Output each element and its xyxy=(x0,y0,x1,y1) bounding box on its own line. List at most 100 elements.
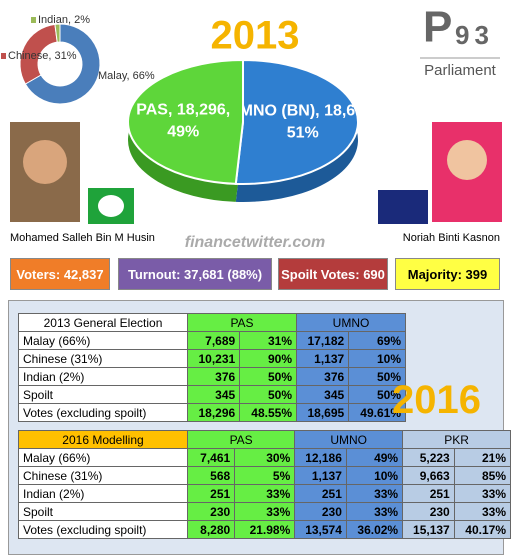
value-cell: 90% xyxy=(239,349,297,368)
value-cell: 33% xyxy=(234,484,296,503)
slice-label: PAS, 18,296, 49% xyxy=(136,102,230,141)
value-cell: 230 xyxy=(294,502,347,521)
value-cell: 376 xyxy=(295,367,350,386)
row-label: Malay (66%) xyxy=(18,448,188,467)
header-graphic: Malay, 66% Chinese, 31% Indian, 2% UMNO (B… xyxy=(1,3,502,251)
row-label: Indian (2%) xyxy=(18,367,188,386)
row-label: Chinese (31%) xyxy=(18,349,188,368)
stat-box: Turnout: 37,681 (88%) xyxy=(118,258,272,290)
value-cell: 10% xyxy=(345,466,404,485)
slice-label: Malay, 66% xyxy=(98,70,155,82)
row-label: Indian (2%) xyxy=(18,484,188,503)
value-cell: 251 xyxy=(294,484,347,503)
value-cell: 8,280 xyxy=(186,520,236,539)
value-cell: 18,296 xyxy=(186,403,241,422)
donut-slice xyxy=(24,23,101,105)
photo-face xyxy=(447,140,487,180)
row-label: Votes (excluding spoilt) xyxy=(18,403,188,422)
stat-box: Voters: 42,837 xyxy=(10,258,110,290)
slice-label: Indian, 2% xyxy=(38,14,90,26)
value-cell: 251 xyxy=(186,484,236,503)
value-cell: 21% xyxy=(453,448,511,467)
value-cell: 33% xyxy=(234,502,296,521)
header-cell: PAS xyxy=(187,313,297,332)
header-cell: PAS xyxy=(186,430,296,449)
value-cell: 18,695 xyxy=(295,403,350,422)
value-cell: 50% xyxy=(348,385,406,404)
value-cell: 1,137 xyxy=(294,466,347,485)
value-cell: 33% xyxy=(453,502,511,521)
value-cell: 31% xyxy=(239,331,297,350)
pie-slice xyxy=(127,58,244,185)
value-cell: 9,663 xyxy=(402,466,455,485)
header-cell: 2013 General Election xyxy=(18,313,188,332)
legend-swatch xyxy=(31,17,36,23)
watermark: financetwitter.com xyxy=(185,234,325,251)
chart-title: 2013 xyxy=(211,14,300,58)
row-label: Chinese (31%) xyxy=(18,466,188,485)
slice-label: Chinese, 31% xyxy=(8,50,77,62)
header-cell: PKR xyxy=(402,430,511,449)
value-cell: 5% xyxy=(234,466,296,485)
value-cell: 69% xyxy=(348,331,406,350)
candidate-name: Mohamed Salleh Bin M Husin xyxy=(10,232,155,244)
legend-swatch xyxy=(1,53,6,59)
value-cell: 36.02% xyxy=(345,520,404,539)
value-cell: 15,137 xyxy=(402,520,455,539)
photo-face xyxy=(23,140,67,184)
value-cell: 10% xyxy=(348,349,406,368)
header-cell: UMNO xyxy=(294,430,404,449)
value-cell: 568 xyxy=(186,466,236,485)
value-cell: 48.55% xyxy=(239,403,297,422)
value-cell: 50% xyxy=(239,367,297,386)
donut-chart: Malay, 66% Chinese, 31% Indian, 2% xyxy=(1,14,155,105)
header-cell: 2016 Modelling xyxy=(18,430,188,449)
candidate-name: Noriah Binti Kasnon xyxy=(403,232,500,244)
value-cell: 30% xyxy=(234,448,296,467)
legend-swatch xyxy=(91,73,96,79)
value-cell: 17,182 xyxy=(295,331,350,350)
value-cell: 40.17% xyxy=(453,520,511,539)
value-cell: 21.98% xyxy=(234,520,296,539)
value-cell: 345 xyxy=(295,385,350,404)
value-cell: 33% xyxy=(345,502,404,521)
value-cell: 7,689 xyxy=(186,331,241,350)
seat-number: 93 xyxy=(455,20,494,50)
stat-box: Spoilt Votes: 690 xyxy=(278,258,388,290)
value-cell: 10,231 xyxy=(186,349,241,368)
row-label: Malay (66%) xyxy=(18,331,188,350)
value-cell: 85% xyxy=(453,466,511,485)
value-cell: 1,137 xyxy=(295,349,350,368)
value-cell: 12,186 xyxy=(294,448,347,467)
pie-slice xyxy=(234,58,359,185)
seat-letter: P xyxy=(423,3,452,52)
slice-label: UMNO (BN), 18,695, 51% xyxy=(228,103,377,142)
value-cell: 7,461 xyxy=(186,448,236,467)
value-cell: 50% xyxy=(239,385,297,404)
party-flag xyxy=(378,190,428,224)
value-cell: 230 xyxy=(402,502,455,521)
value-cell: 345 xyxy=(186,385,241,404)
value-cell: 376 xyxy=(186,367,241,386)
year-label: 2016 xyxy=(392,378,481,422)
flag-emblem xyxy=(98,195,124,217)
table-2016: 2016 Modelling PAS UMNO PKR Malay (66%) 7,461… xyxy=(18,430,511,539)
table-2013: 2013 General Election PAS UMNO Malay (66%) 7… xyxy=(18,313,406,422)
value-cell: 33% xyxy=(453,484,511,503)
header-cell: UMNO xyxy=(296,313,406,332)
stat-box: Majority: 399 xyxy=(395,258,500,290)
value-cell: 49.61% xyxy=(348,403,406,422)
row-label: Votes (excluding spoilt) xyxy=(18,520,188,539)
row-label: Spoilt xyxy=(18,385,188,404)
value-cell: 251 xyxy=(402,484,455,503)
value-cell: 230 xyxy=(186,502,236,521)
value-cell: 13,574 xyxy=(294,520,347,539)
pie-chart: UMNO (BN), 18,695, 51%PAS, 18,296, 49% xyxy=(127,58,377,202)
seat-label: Parliament xyxy=(424,62,497,79)
value-cell: 49% xyxy=(345,448,404,467)
donut-slice xyxy=(54,23,61,43)
value-cell: 33% xyxy=(345,484,404,503)
row-label: Spoilt xyxy=(18,502,188,521)
value-cell: 5,223 xyxy=(402,448,455,467)
